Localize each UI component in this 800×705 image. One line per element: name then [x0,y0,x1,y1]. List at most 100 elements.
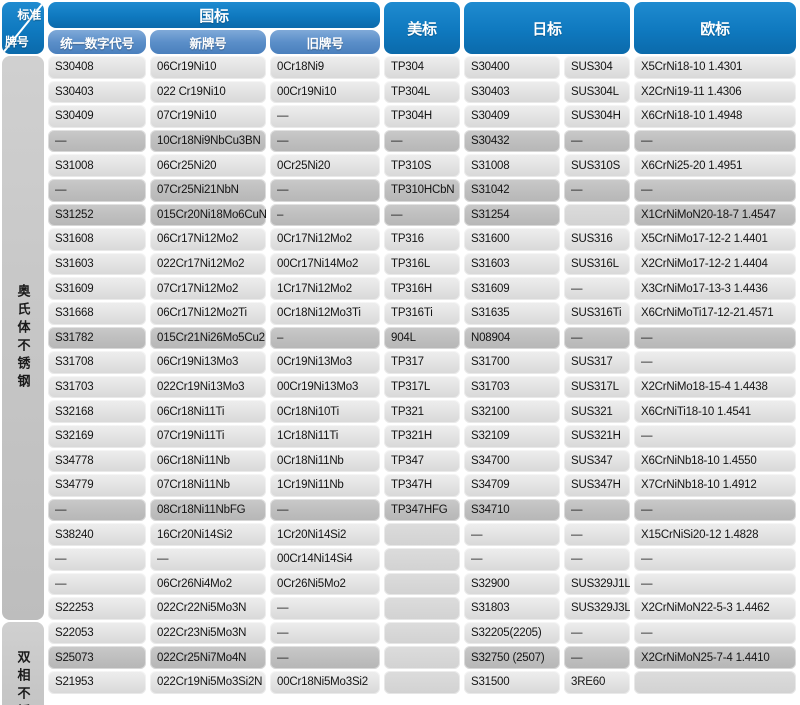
table-cell: — [564,646,630,669]
table-cell: TP304L [384,80,460,104]
table-cell: TP316Ti [384,302,460,325]
table-cell: 015Cr21Ni26Mo5Cu2 [150,326,266,350]
header-sub-1: 统一数字代号 [48,30,146,54]
table-cell: — [634,326,796,350]
table-cell: X5CrNiMo17-12-2 1.4401 [634,228,796,251]
table-cell: SUS347 [564,449,630,473]
table-cell: X3CrNiMo17-13-3 1.4436 [634,277,796,300]
header-group-4: 欧标 [634,2,796,54]
table-cell: S32109 [464,425,560,448]
table-cell: TP321H [384,425,460,448]
table-cell: — [564,277,630,300]
table-cell: S34710 [464,498,560,522]
table-cell: S31254 [464,203,560,227]
table-cell: 1Cr20Ni14Si2 [270,523,380,546]
table-cell: S34779 [48,474,146,497]
table-cell: 022Cr19Ni13Mo3 [150,375,266,399]
table-cell: S31782 [48,326,146,350]
table-cell: S31803 [464,597,560,620]
table-cell: TP316 [384,228,460,251]
table-cell: 00Cr18Ni5Mo3Si2 [270,671,380,694]
table-cell: S30400 [464,56,560,79]
table-cell: 00Cr14Ni14Si4 [270,548,380,571]
table-cell: X2CrNiMoN25-7-4 1.4410 [634,646,796,669]
table-cell: — [564,326,630,350]
table-cell: 06Cr25Ni20 [150,154,266,177]
table-cell: S25073 [48,646,146,669]
table-cell: — [384,203,460,227]
table-cell: – [270,203,380,227]
table-cell: — [564,523,630,546]
table-cell: 00Cr19Ni13Mo3 [270,375,380,399]
table-cell: S32205(2205) [464,621,560,645]
table-cell: 00Cr17Ni14Mo2 [270,252,380,276]
table-cell: TP316H [384,277,460,300]
table-cell: 06Cr18Ni11Nb [150,449,266,473]
table-cell: — [634,425,796,448]
table-cell: — [270,498,380,522]
table-cell: S31703 [464,375,560,399]
table-cell: X6CrNi25-20 1.4951 [634,154,796,177]
header-corner-cell: 标准牌号 [2,2,44,54]
table-cell: 0Cr18Ni12Mo3Ti [270,302,380,325]
table-cell: TP310S [384,154,460,177]
table-cell: SUS317 [564,351,630,374]
table-cell: X2CrNiMo18-15-4 1.4438 [634,375,796,399]
table-cell: — [384,129,460,153]
table-cell: 16Cr20Ni14Si2 [150,523,266,546]
table-cell: S31609 [48,277,146,300]
table-cell: 022Cr17Ni12Mo2 [150,252,266,276]
table-cell: TP310HCbN [384,179,460,202]
table-cell: 06Cr17Ni12Mo2 [150,228,266,251]
row-group-label-2: 双相不锈钢 [2,621,44,705]
table-cell: SUS304H [564,105,630,128]
table-cell: 0Cr19Ni13Mo3 [270,351,380,374]
table-cell: — [564,548,630,571]
table-cell: 022Cr23Ni5Mo3N [150,621,266,645]
table-cell [384,572,460,596]
table-cell: SUS347H [564,474,630,497]
table-cell: — [270,105,380,128]
table-cell: — [48,548,146,571]
table-cell: — [634,129,796,153]
table-cell: X2CrNiMoN22-5-3 1.4462 [634,597,796,620]
table-cell: X6CrNiTi18-10 1.4541 [634,400,796,423]
table-cell: SUS329J3L [564,597,630,620]
table-cell: 022 Cr19Ni10 [150,80,266,104]
table-cell: S31609 [464,277,560,300]
table-cell: 0Cr25Ni20 [270,154,380,177]
table-cell: X6CrNi18-10 1.4948 [634,105,796,128]
table-cell: X5CrNi18-10 1.4301 [634,56,796,79]
corner-standard-label: 标准 [17,8,41,22]
table-cell: 0Cr17Ni12Mo2 [270,228,380,251]
table-cell: — [634,498,796,522]
table-cell: S32100 [464,400,560,423]
table-cell: 07Cr18Ni11Nb [150,474,266,497]
table-cell: 1Cr19Ni11Nb [270,474,380,497]
table-cell: — [48,498,146,522]
table-cell: — [270,129,380,153]
table-cell: 07Cr17Ni12Mo2 [150,277,266,300]
table-cell: TP317L [384,375,460,399]
table-cell: SUS321H [564,425,630,448]
table-cell: — [564,498,630,522]
table-cell: TP347HFG [384,498,460,522]
table-cell [634,671,796,694]
table-cell: — [48,179,146,202]
row-group-label-1: 奥氏体不锈钢 [2,56,44,620]
table-cell: TP304H [384,105,460,128]
table-cell [564,203,630,227]
table-cell: 0Cr26Ni5Mo2 [270,572,380,596]
table-cell: TP317 [384,351,460,374]
table-cell: SUS316Ti [564,302,630,325]
table-cell [384,646,460,669]
corner-grade-label: 牌号 [5,35,29,49]
table-cell: 06Cr17Ni12Mo2Ti [150,302,266,325]
table-cell: S31008 [464,154,560,177]
table-cell: 0Cr18Ni11Nb [270,449,380,473]
table-cell: X2CrNiMo17-12-2 1.4404 [634,252,796,276]
table-cell: — [634,621,796,645]
table-cell: 06Cr19Ni10 [150,56,266,79]
table-cell: S31703 [48,375,146,399]
